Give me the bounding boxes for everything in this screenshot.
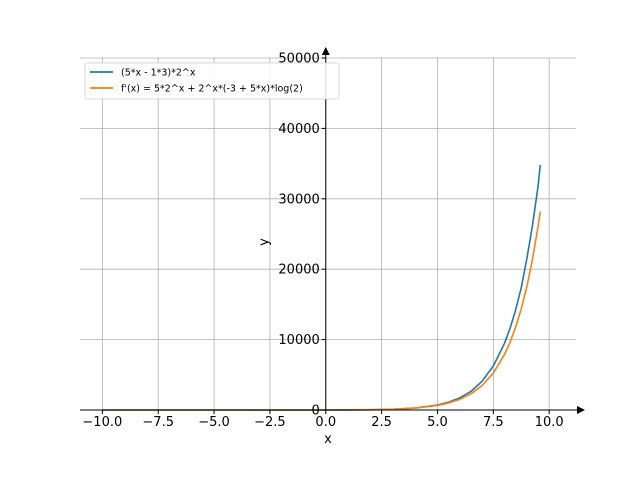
x-tick-label: 2.5 xyxy=(371,415,392,430)
y-axis-label: y xyxy=(257,238,272,246)
x-axis-label: x xyxy=(324,432,332,447)
axes xyxy=(80,47,585,414)
y-tick-label: 0 xyxy=(311,404,319,419)
x-tick-label: 10.0 xyxy=(535,415,564,430)
x-tick-label: −2.5 xyxy=(254,415,286,430)
y-tick-label: 30000 xyxy=(278,192,319,207)
x-tick-label: −10.0 xyxy=(82,415,122,430)
x-tick-label: 7.5 xyxy=(483,415,504,430)
y-tick-label: 10000 xyxy=(278,333,319,348)
legend-label-1: (5*x - 1*3)*2^x xyxy=(121,68,196,79)
x-tick-label: −7.5 xyxy=(142,415,174,430)
x-tick-label: 5.0 xyxy=(427,415,448,430)
y-tick-label: 20000 xyxy=(278,263,319,278)
y-axis-arrow xyxy=(321,47,330,55)
y-tick-label: 40000 xyxy=(278,122,319,137)
legend-label-2: f'(x) = 5*2^x + 2^x*(-3 + 5*x)*log(2) xyxy=(121,84,303,95)
x-tick-label: 0.0 xyxy=(315,415,336,430)
legend: (5*x - 1*3)*2^x f'(x) = 5*2^x + 2^x*(-3 +… xyxy=(84,62,340,100)
x-tick-label: −5.0 xyxy=(198,415,230,430)
x-axis-arrow xyxy=(577,406,585,414)
legend-box xyxy=(84,62,340,100)
ticks: −10.0 −7.5 −5.0 −2.5 0.0 2.5 5.0 7.5 10.0 0 10000 2… xyxy=(82,52,563,431)
